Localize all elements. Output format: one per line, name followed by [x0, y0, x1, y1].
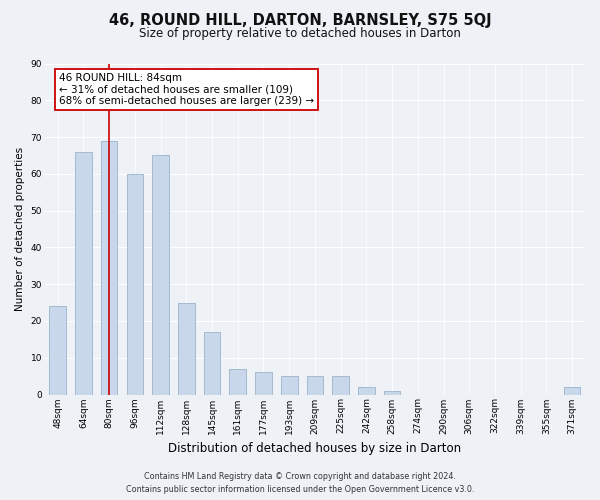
Bar: [127, 174, 143, 394]
Bar: [281, 376, 298, 394]
Bar: [255, 372, 272, 394]
Text: Contains HM Land Registry data © Crown copyright and database right 2024.
Contai: Contains HM Land Registry data © Crown c…: [126, 472, 474, 494]
Y-axis label: Number of detached properties: Number of detached properties: [15, 147, 25, 311]
Text: Size of property relative to detached houses in Darton: Size of property relative to detached ho…: [139, 28, 461, 40]
Bar: [332, 376, 349, 394]
Bar: [75, 152, 92, 394]
Bar: [49, 306, 66, 394]
Bar: [564, 387, 580, 394]
Bar: [229, 369, 246, 394]
Text: 46, ROUND HILL, DARTON, BARNSLEY, S75 5QJ: 46, ROUND HILL, DARTON, BARNSLEY, S75 5Q…: [109, 12, 491, 28]
Bar: [358, 387, 375, 394]
Bar: [307, 376, 323, 394]
Text: 46 ROUND HILL: 84sqm
← 31% of detached houses are smaller (109)
68% of semi-deta: 46 ROUND HILL: 84sqm ← 31% of detached h…: [59, 72, 314, 106]
Bar: [152, 156, 169, 394]
Bar: [384, 391, 400, 394]
Bar: [178, 302, 194, 394]
Bar: [101, 140, 118, 394]
X-axis label: Distribution of detached houses by size in Darton: Distribution of detached houses by size …: [169, 442, 461, 455]
Bar: [203, 332, 220, 394]
